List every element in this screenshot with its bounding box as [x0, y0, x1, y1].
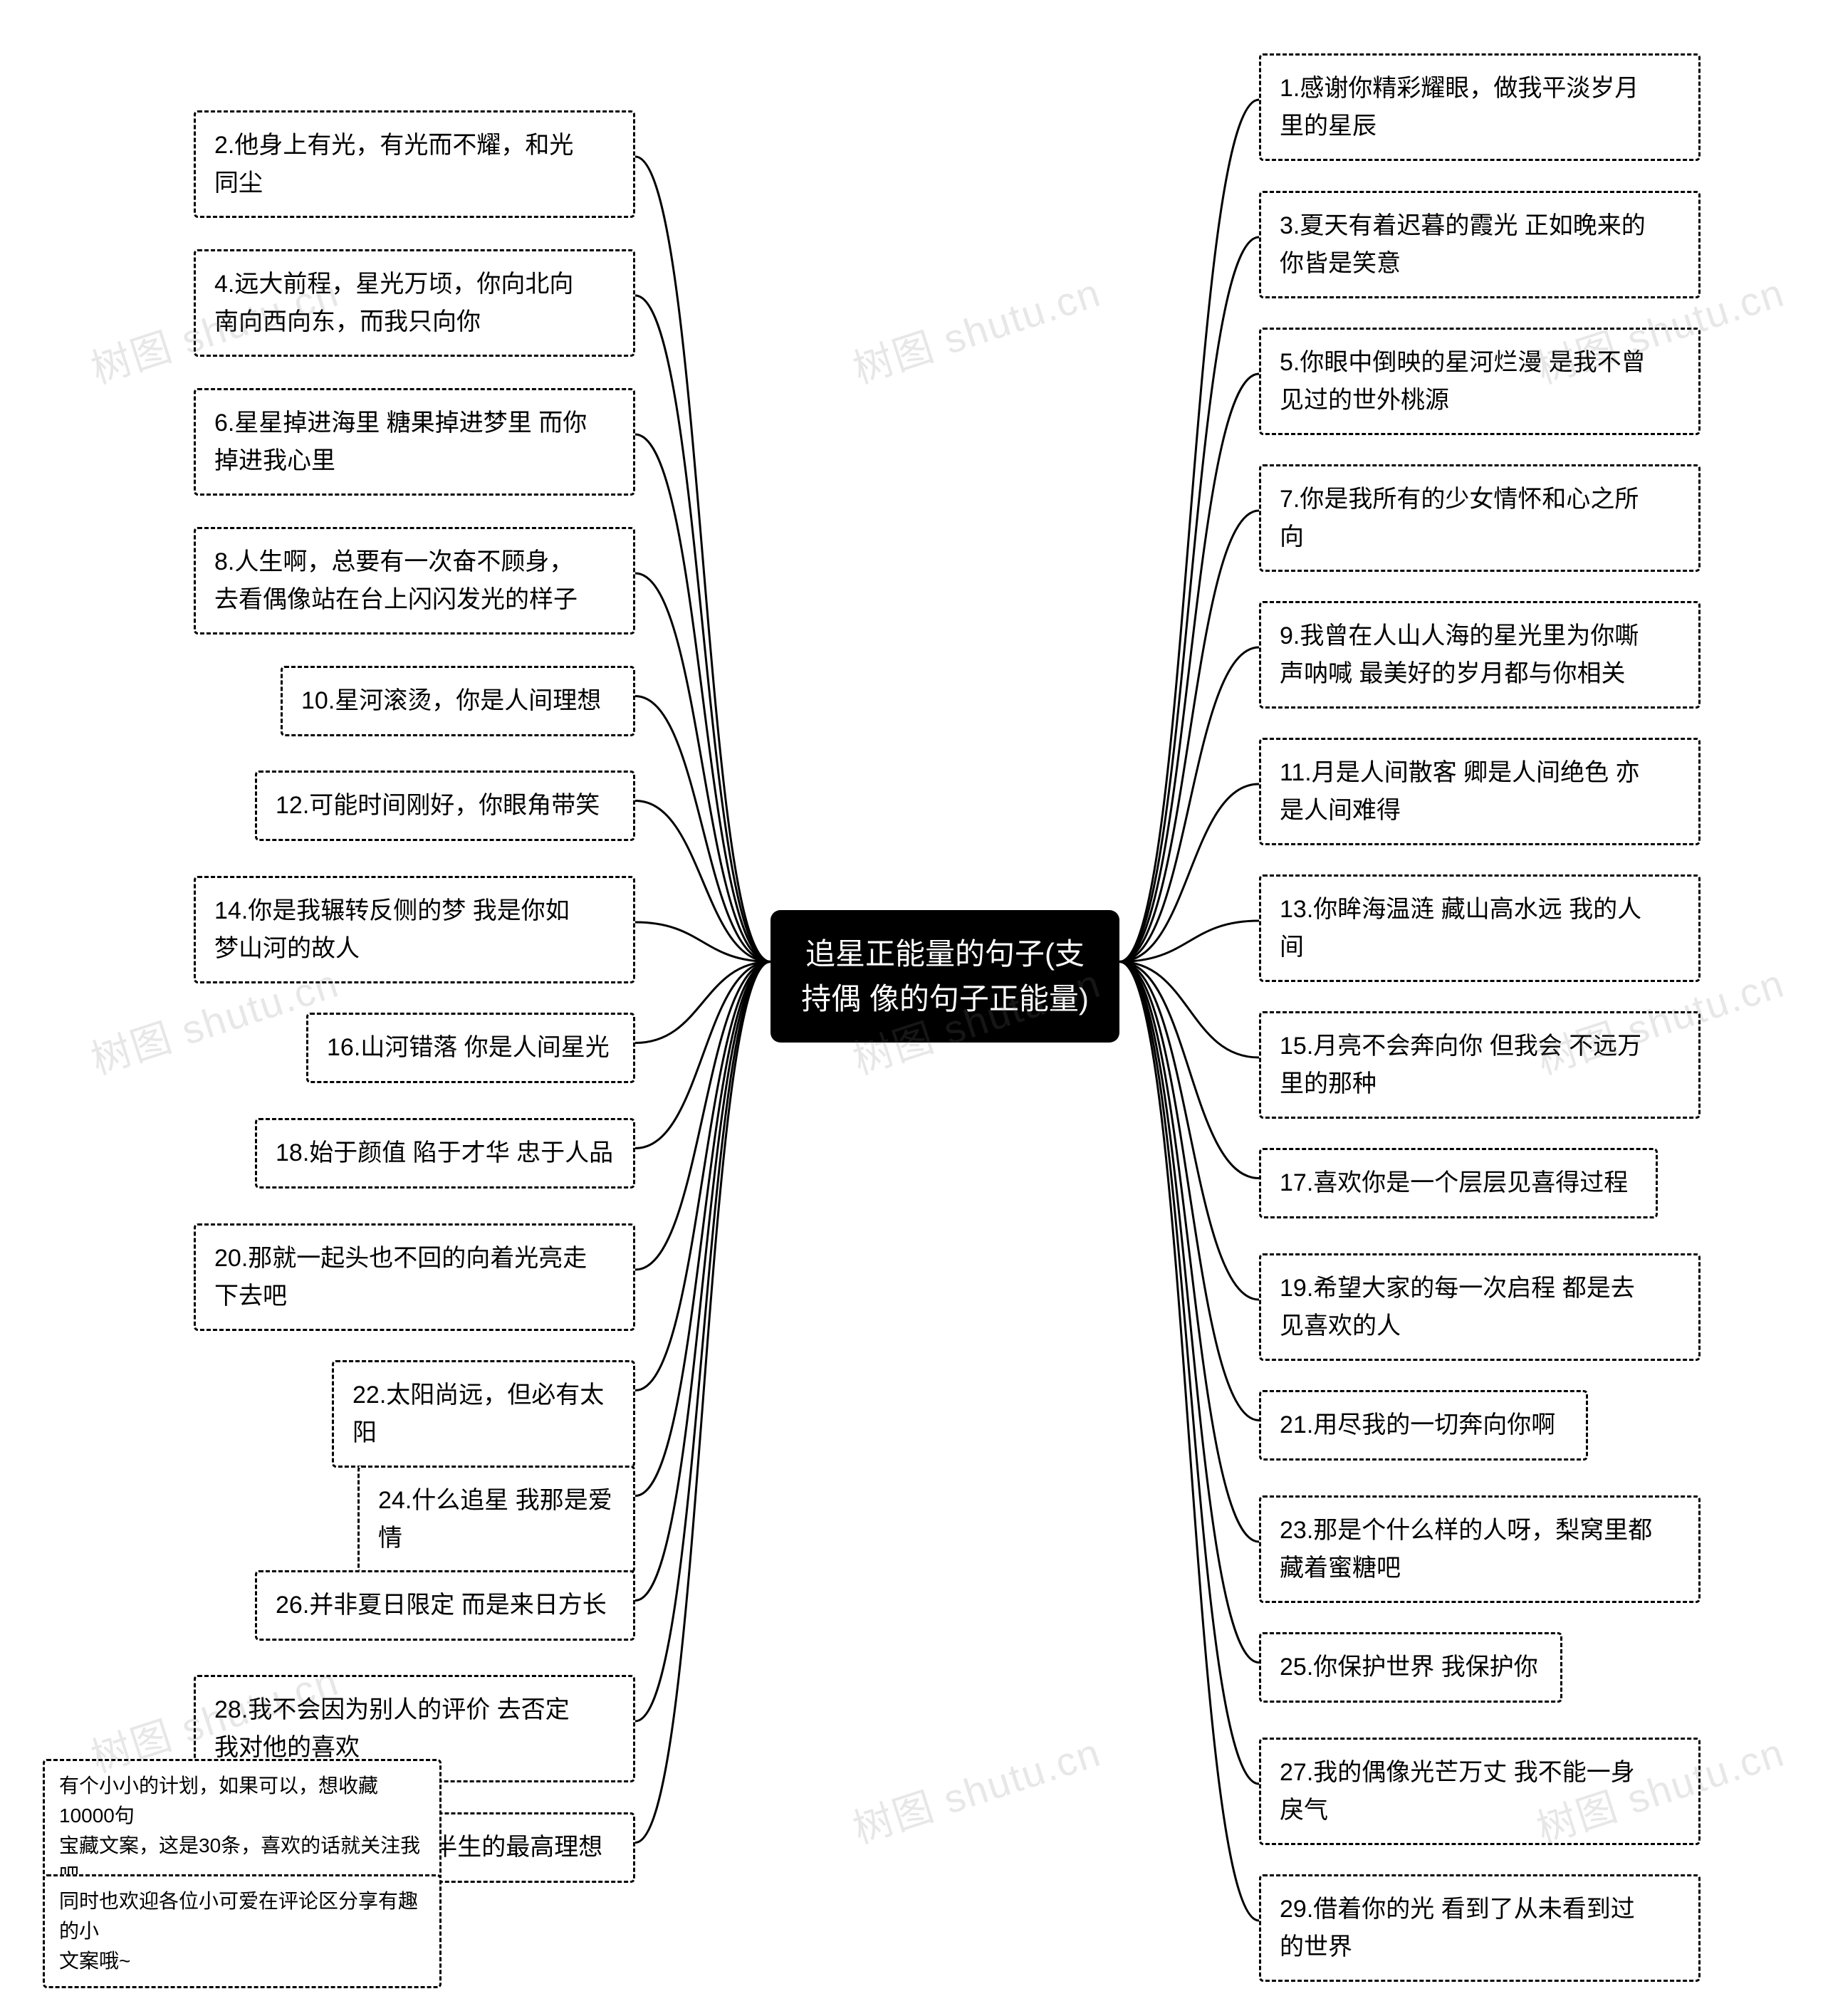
node-text: 23.那是个什么样的人呀，梨窝里都 藏着蜜糖吧: [1280, 1517, 1652, 1582]
node-text: 10.星河滚烫，你是人间理想: [301, 687, 601, 714]
right-node-n23: 23.那是个什么样的人呀，梨窝里都 藏着蜜糖吧: [1259, 1495, 1701, 1603]
node-text: 15.月亮不会奔向你 但我会 不远万 里的那种: [1280, 1033, 1641, 1097]
right-node-n1: 1.感谢你精彩耀眼，做我平淡岁月 里的星辰: [1259, 53, 1701, 161]
node-text: 9.我曾在人山人海的星光里为你嘶 声呐喊 最美好的岁月都与你相关: [1280, 622, 1639, 687]
right-node-n17: 17.喜欢你是一个层层见喜得过程: [1259, 1148, 1658, 1218]
watermark: 树图 shutu.cn: [845, 1720, 1107, 1855]
node-text: 29.借着你的光 看到了从未看到过 的世界: [1280, 1896, 1635, 1960]
left-node-n8: 8.人生啊，总要有一次奋不顾身， 去看偶像站在台上闪闪发光的样子: [194, 527, 635, 634]
node-text: 11.月是人间散客 卿是人间绝色 亦 是人间难得: [1280, 759, 1640, 824]
right-node-n3: 3.夏天有着迟暮的霞光 正如晚来的 你皆是笑意: [1259, 191, 1701, 298]
left-node-n6: 6.星星掉进海里 糖果掉进梦里 而你 掉进我心里: [194, 388, 635, 496]
left-node-n24: 24.什么追星 我那是爱情: [357, 1466, 635, 1573]
node-text: 3.夏天有着迟暮的霞光 正如晚来的 你皆是笑意: [1280, 212, 1646, 277]
left-node-n2: 2.他身上有光，有光而不耀，和光 同尘: [194, 110, 635, 218]
node-text: 19.希望大家的每一次启程 都是去 见喜欢的人: [1280, 1275, 1635, 1339]
node-text: 12.可能时间刚好，你眼角带笑: [276, 792, 600, 819]
right-node-n25: 25.你保护世界 我保护你: [1259, 1632, 1562, 1703]
node-text: 13.你眸海温涟 藏山高水远 我的人 间: [1280, 896, 1641, 961]
node-text: 21.用尽我的一切奔向你啊: [1280, 1411, 1555, 1438]
right-node-n5: 5.你眼中倒映的星河烂漫 是我不曾 见过的世外桃源: [1259, 328, 1701, 435]
right-node-n19: 19.希望大家的每一次启程 都是去 见喜欢的人: [1259, 1253, 1701, 1361]
node-text: 18.始于颜值 陷于才华 忠于人品: [276, 1139, 613, 1166]
node-text: 25.你保护世界 我保护你: [1280, 1654, 1538, 1681]
node-text: 17.喜欢你是一个层层见喜得过程: [1280, 1169, 1628, 1196]
left-node-n26: 26.并非夏日限定 而是来日方长: [255, 1570, 635, 1641]
node-text: 1.感谢你精彩耀眼，做我平淡岁月 里的星辰: [1280, 75, 1639, 140]
right-node-n13: 13.你眸海温涟 藏山高水远 我的人 间: [1259, 874, 1701, 982]
left-node-n4: 4.远大前程，星光万顷，你向北向 南向西向东，而我只向你: [194, 249, 635, 357]
watermark: 树图 shutu.cn: [845, 261, 1107, 395]
right-node-n27: 27.我的偶像光芒万丈 我不能一身 戾气: [1259, 1738, 1701, 1845]
left-node-n20: 20.那就一起头也不回的向着光亮走 下去吧: [194, 1223, 635, 1331]
left-node-n18: 18.始于颜值 陷于才华 忠于人品: [255, 1118, 635, 1189]
node-text: 24.什么追星 我那是爱情: [378, 1487, 612, 1552]
right-node-n9: 9.我曾在人山人海的星光里为你嘶 声呐喊 最美好的岁月都与你相关: [1259, 601, 1701, 709]
node-text: 2.他身上有光，有光而不耀，和光 同尘: [214, 132, 573, 197]
node-text: 22.太阳尚远，但必有太阳: [352, 1382, 604, 1446]
node-text: 5.你眼中倒映的星河烂漫 是我不曾 见过的世外桃源: [1280, 349, 1646, 414]
center-label: 追星正能量的句子(支持偶 像的句子正能量): [801, 937, 1089, 1015]
node-text: 28.我不会因为别人的评价 去否定 我对他的喜欢: [214, 1696, 570, 1761]
mindmap-canvas: 追星正能量的句子(支持偶 像的句子正能量) 2.他身上有光，有光而不耀，和光 同…: [0, 0, 1823, 2016]
node-text: 20.那就一起头也不回的向着光亮走 下去吧: [214, 1245, 587, 1310]
node-text: 26.并非夏日限定 而是来日方长: [276, 1592, 607, 1619]
node-text: 16.山河错落 你是人间星光: [327, 1034, 610, 1061]
node-text: 8.人生啊，总要有一次奋不顾身， 去看偶像站在台上闪闪发光的样子: [214, 548, 578, 613]
left-node-n10: 10.星河滚烫，你是人间理想: [281, 666, 635, 736]
right-node-n11: 11.月是人间散客 卿是人间绝色 亦 是人间难得: [1259, 738, 1701, 845]
node-text: 同时也欢迎各位小可爱在评论区分享有趣的小 文案哦~: [59, 1890, 418, 1972]
node-text: 4.远大前程，星光万顷，你向北向 南向西向东，而我只向你: [214, 271, 573, 335]
right-node-n29: 29.借着你的光 看到了从未看到过 的世界: [1259, 1874, 1701, 1982]
node-text: 6.星星掉进海里 糖果掉进梦里 而你 掉进我心里: [214, 409, 587, 474]
sub-node-s2: 同时也欢迎各位小可爱在评论区分享有趣的小 文案哦~: [43, 1874, 442, 1988]
right-node-n15: 15.月亮不会奔向你 但我会 不远万 里的那种: [1259, 1011, 1701, 1119]
center-node: 追星正能量的句子(支持偶 像的句子正能量): [771, 910, 1119, 1043]
left-node-n14: 14.你是我辗转反侧的梦 我是你如 梦山河的故人: [194, 876, 635, 983]
left-node-n22: 22.太阳尚远，但必有太阳: [332, 1360, 635, 1468]
left-node-n12: 12.可能时间刚好，你眼角带笑: [255, 771, 635, 841]
node-text: 14.你是我辗转反侧的梦 我是你如 梦山河的故人: [214, 897, 570, 962]
right-node-n21: 21.用尽我的一切奔向你啊: [1259, 1390, 1588, 1461]
left-node-n16: 16.山河错落 你是人间星光: [306, 1013, 635, 1083]
right-node-n7: 7.你是我所有的少女情怀和心之所 向: [1259, 464, 1701, 572]
node-text: 有个小小的计划，如果可以，想收藏10000句 宝藏文案，这是30条，喜欢的话就关…: [59, 1775, 420, 1886]
node-text: 7.你是我所有的少女情怀和心之所 向: [1280, 486, 1639, 550]
node-text: 27.我的偶像光芒万丈 我不能一身 戾气: [1280, 1759, 1635, 1824]
